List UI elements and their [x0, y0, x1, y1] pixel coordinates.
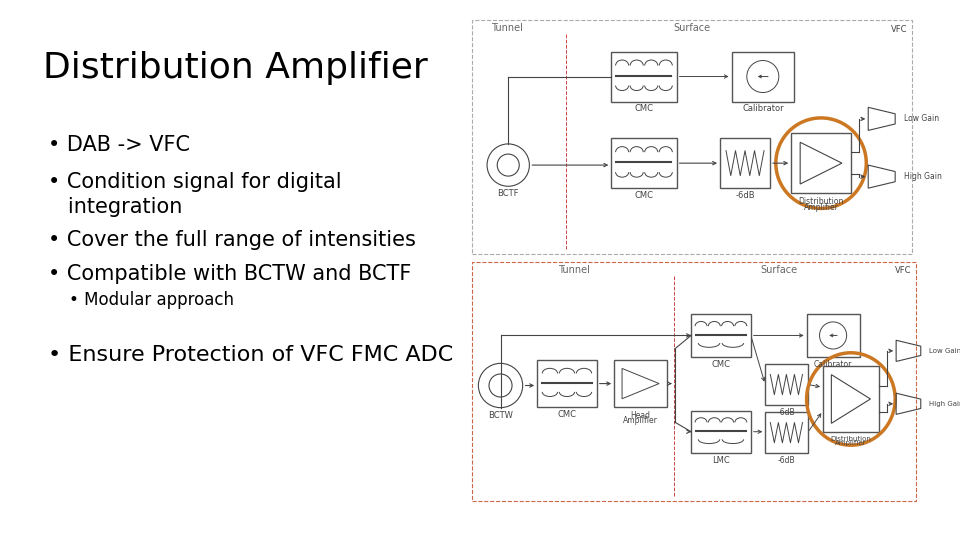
Text: CMC: CMC [635, 104, 654, 113]
Text: • Modular approach: • Modular approach [48, 291, 234, 309]
Text: Surface: Surface [674, 23, 711, 32]
Text: -6dB: -6dB [778, 408, 795, 417]
Bar [791, 133, 851, 193]
Text: integration: integration [48, 197, 182, 217]
Text: Low Gain: Low Gain [903, 114, 939, 123]
Text: VFC: VFC [891, 24, 908, 33]
Text: Distribution: Distribution [830, 436, 872, 442]
Text: Tunnel: Tunnel [491, 23, 523, 32]
Text: • Compatible with BCTW and BCTF: • Compatible with BCTW and BCTF [48, 264, 412, 284]
Text: Distribution Amplifier: Distribution Amplifier [43, 51, 428, 85]
Text: Head: Head [631, 410, 651, 420]
Bar [823, 366, 878, 431]
Bar [537, 361, 597, 407]
Text: BCTW: BCTW [488, 410, 513, 420]
Bar [720, 138, 770, 188]
Text: Distribution: Distribution [799, 197, 844, 206]
Text: CMC: CMC [635, 191, 654, 200]
Text: CMC: CMC [711, 360, 731, 368]
Text: Amplifier: Amplifier [804, 202, 838, 212]
Text: Tunnel: Tunnel [559, 265, 590, 275]
Text: • DAB -> VFC: • DAB -> VFC [48, 135, 190, 155]
Text: High Gain: High Gain [903, 172, 942, 181]
Text: Surface: Surface [760, 265, 798, 275]
Text: VFC: VFC [895, 266, 912, 275]
FancyBboxPatch shape [471, 20, 913, 254]
Text: High Gain: High Gain [929, 401, 960, 407]
Bar [732, 51, 794, 102]
Text: -6dB: -6dB [778, 456, 795, 465]
Text: • Ensure Protection of VFC FMC ADC: • Ensure Protection of VFC FMC ADC [48, 345, 453, 365]
Text: Calibrator: Calibrator [742, 104, 783, 113]
Text: -6dB: -6dB [735, 191, 755, 200]
Text: Low Gain: Low Gain [929, 348, 960, 354]
Bar [765, 364, 807, 405]
Text: BCTF: BCTF [497, 189, 519, 198]
Bar [691, 410, 751, 453]
Text: CMC: CMC [558, 409, 576, 418]
Text: Calibrator: Calibrator [814, 360, 852, 368]
Text: Amplifier: Amplifier [623, 416, 658, 426]
Bar [765, 413, 807, 453]
Text: LMC: LMC [712, 456, 730, 465]
Bar [691, 314, 751, 356]
Bar [612, 51, 677, 102]
Text: Amplifier: Amplifier [835, 441, 867, 447]
FancyBboxPatch shape [471, 262, 917, 501]
Bar [612, 138, 677, 188]
Text: • Cover the full range of intensities: • Cover the full range of intensities [48, 230, 416, 249]
Bar [806, 314, 859, 356]
Bar [614, 361, 667, 407]
Text: • Condition signal for digital: • Condition signal for digital [48, 172, 342, 192]
